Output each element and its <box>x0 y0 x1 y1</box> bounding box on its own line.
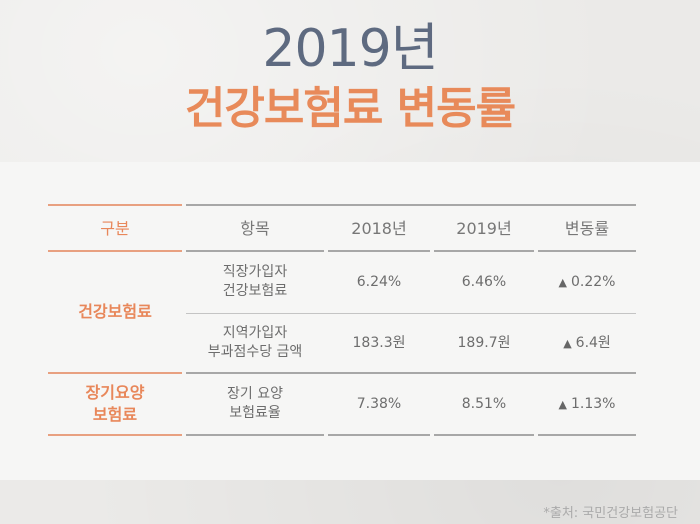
value-2018: 7.38% <box>356 395 402 412</box>
bottom-border-item <box>186 434 324 436</box>
item-line2: 보험료율 <box>229 405 281 421</box>
change-value: 6.4원 <box>575 334 611 351</box>
value-2018: 183.3원 <box>352 334 406 351</box>
table-row: 지역가입자 부과점수당 금액 183.3원 189.7원 ▲ 6.4원 <box>48 314 636 372</box>
bottom-border-change <box>538 434 636 436</box>
header-row: 구분 항목 2018년 2019년 변동률 <box>48 204 636 252</box>
item-cell: 장기 요양 보험료율 <box>186 374 324 434</box>
change-cell: ▲ 6.4원 <box>538 314 636 372</box>
item-cell: 직장가입자 건강보험료 <box>186 252 324 312</box>
change-value: 0.22% <box>570 273 616 290</box>
header-top-border-gray <box>186 204 636 206</box>
value-2019: 189.7원 <box>457 334 511 351</box>
bottom-border-orange <box>48 434 182 436</box>
title-main: 건강보험료 변동률 <box>184 83 516 134</box>
source-note: *출처: 국민건강보험공단 <box>543 506 678 521</box>
change-cell: ▲ 1.13% <box>538 374 636 434</box>
category-line2: 보험료 <box>92 405 138 424</box>
item-line1: 장기 요양 <box>227 386 283 402</box>
change-value: 1.13% <box>570 395 616 412</box>
category-health-insurance: 건강보험료 <box>78 302 152 321</box>
table-row: 장기 요양 보험료율 7.38% 8.51% ▲ 1.13% <box>48 374 636 434</box>
header-item: 항목 <box>240 218 270 238</box>
bottom-border-2019 <box>434 434 534 436</box>
value-2019: 6.46% <box>461 273 507 290</box>
category-line1: 장기요양 <box>85 383 145 402</box>
row-divider <box>186 313 636 314</box>
change-cell: ▲ 0.22% <box>538 252 636 312</box>
item-cell: 지역가입자 부과점수당 금액 <box>186 314 324 372</box>
header-bottom-border-item <box>186 250 324 252</box>
header-category: 구분 <box>100 218 130 238</box>
up-triangle-icon: ▲ <box>563 336 572 350</box>
item-line1: 직장가입자 <box>222 264 288 280</box>
content-panel <box>0 162 700 480</box>
item-line1: 지역가입자 <box>222 325 288 341</box>
value-2018: 6.24% <box>356 273 402 290</box>
header-bottom-border-2019 <box>434 250 534 252</box>
category-long-term-care: 장기요양 보험료 <box>48 374 182 434</box>
group-divider-gray <box>186 372 636 374</box>
header-2018: 2018년 <box>351 218 407 238</box>
title-year: 2019년 <box>262 19 438 79</box>
header-top-border-orange <box>48 204 182 206</box>
item-line2: 건강보험료 <box>222 283 288 299</box>
up-triangle-icon: ▲ <box>558 275 567 289</box>
header-bottom-border-change <box>538 250 636 252</box>
group-divider-orange <box>48 372 182 374</box>
header-change: 변동률 <box>564 218 610 238</box>
header-2019: 2019년 <box>456 218 512 238</box>
header-bottom-border-2018 <box>328 250 430 252</box>
item-line2: 부과점수당 금액 <box>207 344 303 360</box>
value-2019: 8.51% <box>461 395 507 412</box>
bottom-border-2018 <box>328 434 430 436</box>
up-triangle-icon: ▲ <box>558 397 567 411</box>
table-row: 직장가입자 건강보험료 6.24% 6.46% ▲ 0.22% <box>48 252 636 312</box>
header-bottom-border-orange <box>48 250 182 252</box>
